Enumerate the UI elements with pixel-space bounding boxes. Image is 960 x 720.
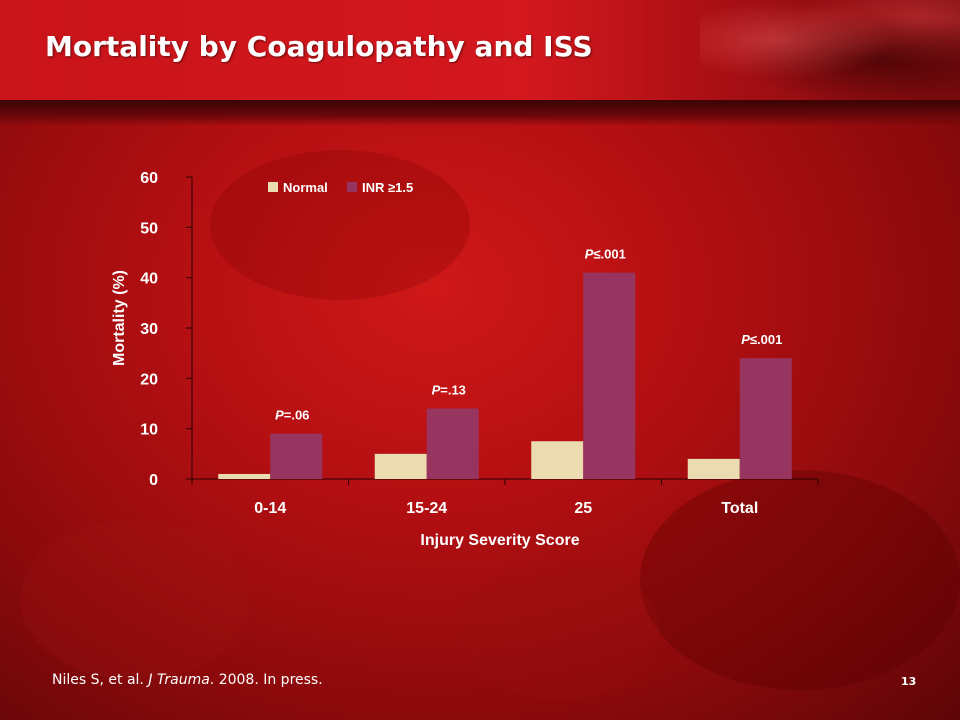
bar-normal	[374, 453, 427, 479]
citation: Niles S, et al. J Trauma. 2008. In press…	[52, 672, 323, 688]
bar-normal	[218, 473, 271, 479]
p-value-annotation: P=.06	[275, 408, 309, 423]
y-tick-label: 50	[140, 220, 158, 237]
y-tick-label: 30	[140, 321, 158, 338]
x-axis-title: Injury Severity Score	[420, 532, 579, 549]
y-tick-label: 0	[149, 472, 158, 489]
legend-swatch	[347, 182, 357, 192]
citation-journal: J Trauma	[148, 672, 210, 688]
header-divider	[0, 100, 960, 126]
page-number: 13	[901, 675, 917, 688]
slide-title: Mortality by Coagulopathy and ISS	[45, 30, 593, 63]
legend-swatch	[268, 182, 278, 192]
legend-label: INR ≥1.5	[362, 180, 413, 195]
header-decoration	[700, 0, 960, 100]
bar-inr	[739, 358, 792, 479]
p-value-annotation: P=.13	[432, 383, 466, 398]
y-axis-title: Mortality (%)	[111, 270, 128, 366]
bar-inr	[426, 408, 479, 479]
bar-inr	[583, 272, 636, 479]
p-value-annotation: P≤.001	[741, 332, 782, 347]
citation-authors: Niles S, et al.	[52, 672, 144, 688]
x-tick-label: Total	[721, 500, 758, 517]
p-value-annotation: P≤.001	[585, 247, 626, 262]
y-tick-label: 20	[140, 371, 158, 388]
x-tick-label: 15-24	[406, 500, 447, 517]
citation-rest: . 2008. In press.	[209, 672, 323, 688]
y-tick-label: 60	[140, 170, 158, 187]
bar-inr	[270, 433, 323, 479]
x-tick-label: 0-14	[254, 500, 286, 517]
bar-normal	[687, 458, 740, 479]
y-tick-label: 10	[140, 422, 158, 439]
bar-normal	[531, 441, 584, 479]
x-tick-label: 25	[574, 500, 592, 517]
y-tick-label: 40	[140, 271, 158, 288]
legend-label: Normal	[283, 180, 328, 195]
